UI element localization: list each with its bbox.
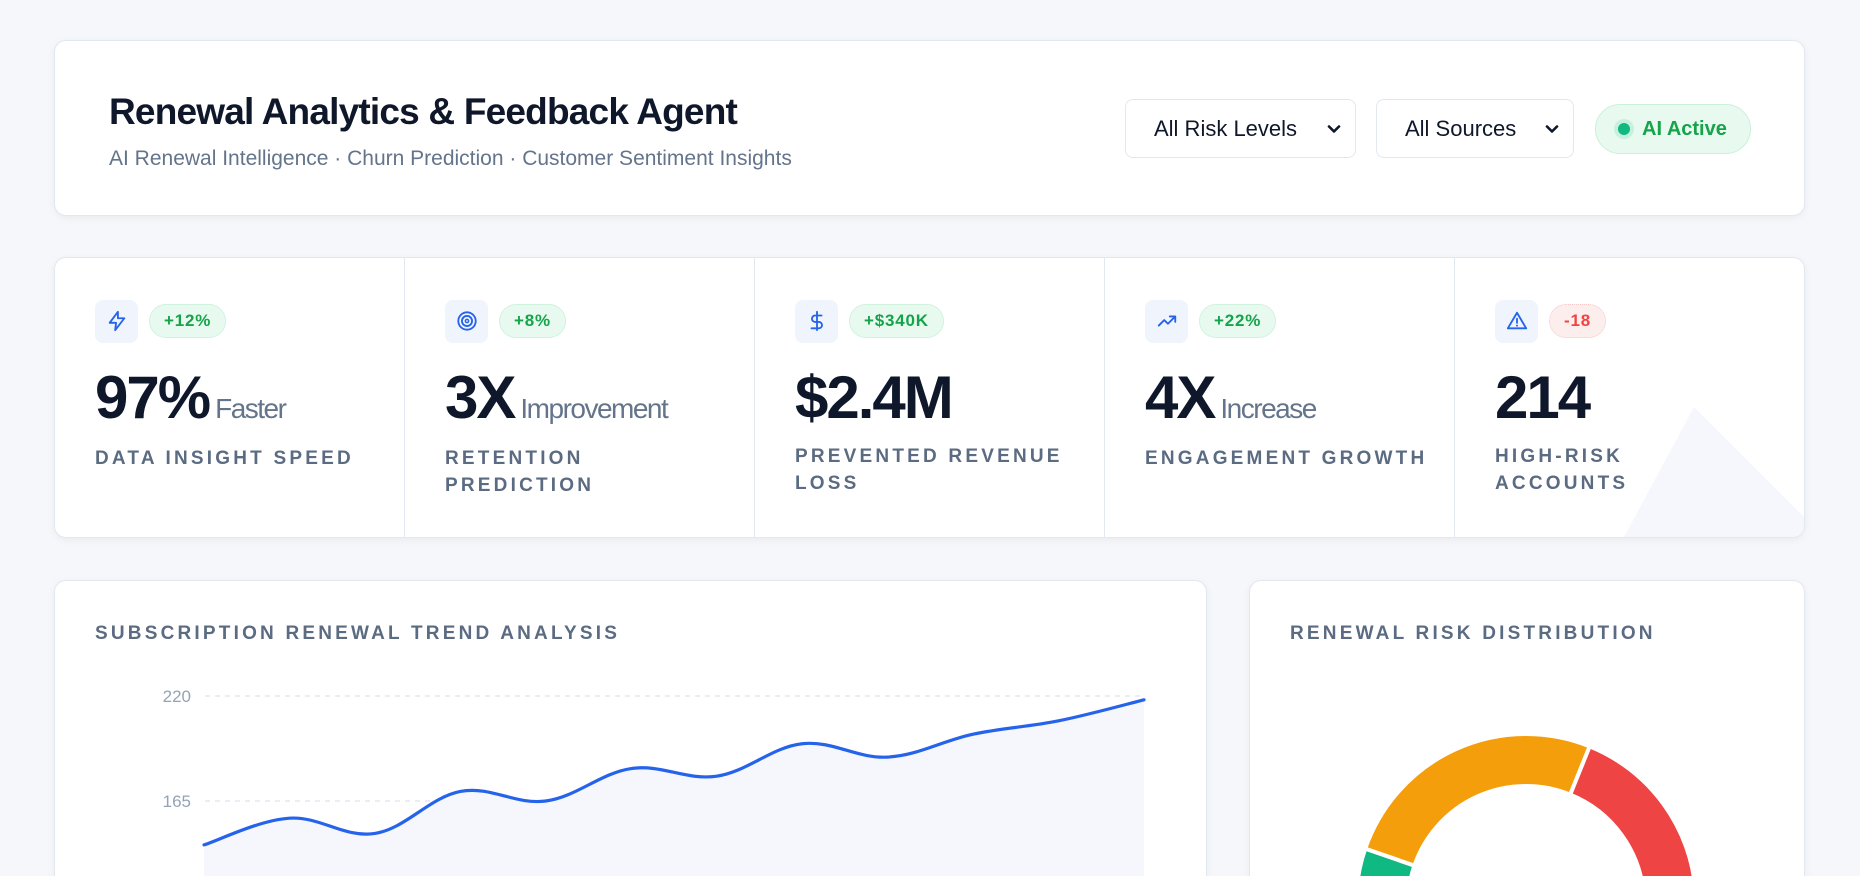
source-select-value: All Sources [1405,115,1517,141]
donut-center-value: 78% [1466,865,1586,876]
kpi-label: RETENTION PREDICTION [445,448,595,496]
kpi-unit: Increase [1220,393,1317,424]
kpi-delta-badge: -18 [1549,304,1606,338]
ai-status-badge: AI Active [1595,104,1751,154]
risk-level-select[interactable]: All Risk Levels [1125,99,1356,158]
kpi-label: ENGAGEMENT GROWTH [1145,448,1428,469]
kpi-delta-badge: +8% [499,304,566,338]
kpi-delta-badge: +22% [1199,304,1277,338]
y-axis-tick: 220 [163,687,191,706]
chart-title: SUBSCRIPTION RENEWAL TREND ANALYSIS [95,623,621,644]
dollar-icon [795,299,838,343]
kpi-card-high-risk-accounts: -18 214 HIGH-RISK ACCOUNTS [1455,258,1804,537]
source-select[interactable]: All Sources [1376,99,1574,158]
kpi-delta-badge: +$340K [849,304,944,338]
kpi-card-retention-prediction: +8% 3X Improvement RETENTION PREDICTION [405,258,755,537]
trend-area-fill [204,699,1144,876]
kpi-value: 97% [95,364,211,431]
trend-line [202,698,1146,847]
risk-level-select-value: All Risk Levels [1154,115,1298,141]
target-icon [445,299,488,343]
y-axis-tick: 165 [163,792,191,811]
kpi-value: 3X [445,364,516,431]
kpi-value: 214 [1495,364,1591,431]
kpi-strip: +12% 97% Faster DATA INSIGHT SPEED +8% 3… [54,257,1805,538]
kpi-label: HIGH-RISK ACCOUNTS [1495,446,1629,494]
page-subtitle: AI Renewal Intelligence · Churn Predicti… [109,147,792,170]
kpi-label: DATA INSIGHT SPEED [95,448,354,469]
donut-segment-high[interactable] [1567,743,1696,876]
chevron-down-icon [1545,124,1559,133]
trending-up-icon [1145,299,1188,343]
kpi-value: 4X [1145,364,1216,431]
lightning-icon [95,299,138,343]
donut-segment-medium[interactable] [1362,732,1593,869]
ai-status-label: AI Active [1642,117,1727,140]
kpi-card-prevented-revenue-loss: +$340K $2.4M PREVENTED REVENUE LOSS [755,258,1105,537]
kpi-card-data-insight-speed: +12% 97% Faster DATA INSIGHT SPEED [55,258,405,537]
kpi-unit: Improvement [520,393,668,424]
kpi-delta-badge: +12% [149,304,227,338]
chevron-down-icon [1327,124,1341,133]
risk-distribution-donut: 78% [1356,732,1696,876]
header-card: Renewal Analytics & Feedback Agent AI Re… [54,40,1805,216]
kpi-label: PREVENTED REVENUE LOSS [795,446,1063,494]
status-dot-icon [1618,123,1630,135]
renewal-trend-chart-card: SUBSCRIPTION RENEWAL TREND ANALYSIS 220 … [54,580,1207,876]
kpi-unit: Faster [215,393,287,424]
page-title: Renewal Analytics & Feedback Agent [109,91,738,132]
chart-title: RENEWAL RISK DISTRIBUTION [1290,623,1656,644]
risk-distribution-chart-card: RENEWAL RISK DISTRIBUTION 78% [1249,580,1805,876]
warning-icon [1495,299,1538,343]
kpi-value: $2.4M [795,364,954,431]
kpi-card-engagement-growth: +22% 4X Increase ENGAGEMENT GROWTH [1105,258,1455,537]
renewal-trend-line-chart: 220 165 [163,687,1146,876]
